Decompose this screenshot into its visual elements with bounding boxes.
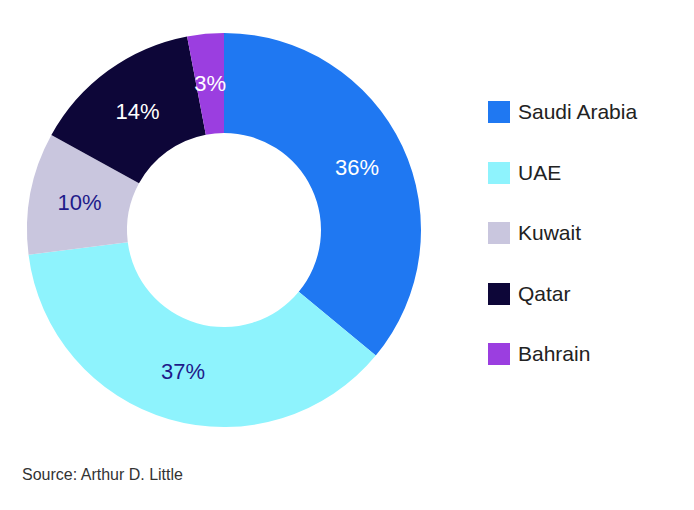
html-text:Kuwait: Kuwait [518, 221, 581, 244]
svg-text:37%: 37% [161, 359, 205, 384]
svg-text:10%: 10% [58, 190, 102, 215]
html-text:Bahrain: Bahrain [518, 342, 591, 365]
svg-text:36%: 36% [335, 155, 379, 180]
html-text:UAE: UAE [518, 160, 562, 184]
svg-text:14%: 14% [116, 99, 160, 124]
svg-text:3%: 3% [194, 71, 226, 96]
html-text:Qatar: Qatar [518, 281, 571, 305]
html-text:Source: Arthur D. Little: Source: Arthur D. Little [22, 466, 183, 483]
html-text:Saudi Arabia: Saudi Arabia [518, 100, 638, 123]
